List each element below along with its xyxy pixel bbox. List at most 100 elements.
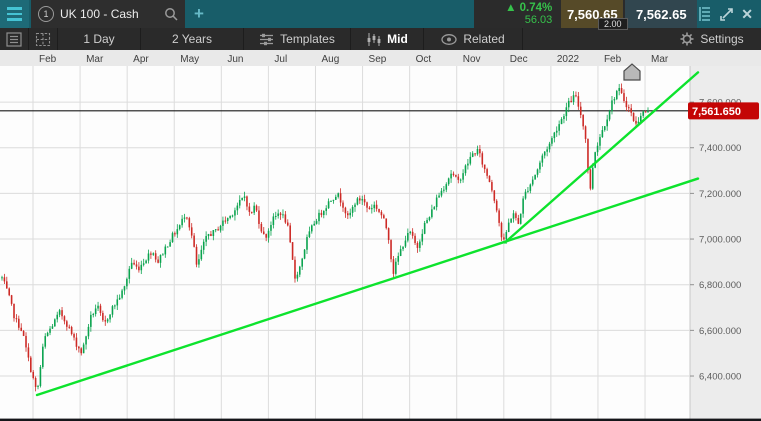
main-menu-button[interactable] bbox=[0, 0, 29, 28]
candle-body bbox=[87, 326, 90, 337]
candle-body bbox=[214, 229, 217, 231]
expand-window-icon[interactable] bbox=[719, 7, 734, 22]
sell-price-button[interactable]: 7,560.65 bbox=[561, 0, 624, 28]
candle-body bbox=[332, 199, 335, 201]
candle-body bbox=[515, 213, 517, 218]
candle-body bbox=[202, 241, 205, 250]
tab-number-badge: 1 bbox=[38, 6, 54, 22]
candle-body bbox=[44, 336, 47, 347]
candle-body bbox=[27, 347, 30, 358]
price-ladder-icon[interactable] bbox=[699, 6, 712, 22]
price-axis-gutter[interactable] bbox=[690, 66, 761, 421]
buy-price-button[interactable]: 7,562.65 bbox=[625, 0, 698, 28]
candle-body bbox=[335, 196, 337, 200]
settings-button[interactable]: Settings bbox=[663, 28, 761, 50]
candle-body bbox=[601, 130, 604, 138]
candle-body bbox=[409, 231, 412, 233]
candle-body bbox=[572, 95, 575, 102]
interval-dropdown[interactable]: 1 Day bbox=[58, 28, 141, 50]
price-tick-label: 6,600.000 bbox=[699, 326, 741, 337]
candle-body bbox=[111, 306, 114, 315]
candle-body bbox=[390, 240, 392, 260]
instrument-tab[interactable]: 1 UK 100 - Cash bbox=[31, 0, 185, 28]
candle-body bbox=[248, 206, 251, 212]
month-label: Aug bbox=[321, 54, 339, 65]
candle-body bbox=[10, 295, 13, 304]
candle-body bbox=[599, 137, 601, 146]
trendline[interactable] bbox=[35, 177, 700, 397]
candle-body bbox=[255, 205, 258, 211]
month-label: Mar bbox=[651, 54, 669, 65]
candle-body bbox=[507, 222, 510, 233]
templates-button[interactable]: Templates bbox=[244, 28, 351, 50]
candle-body bbox=[166, 246, 169, 248]
candle-body bbox=[195, 246, 198, 265]
month-label: 2022 bbox=[557, 54, 580, 65]
candle-body bbox=[121, 290, 123, 298]
candle-body bbox=[253, 205, 255, 213]
candle-body bbox=[531, 179, 534, 185]
candle-body bbox=[265, 234, 267, 238]
chart-list-button[interactable] bbox=[0, 28, 29, 50]
candle-body bbox=[18, 318, 20, 328]
candle-body bbox=[589, 169, 592, 189]
candle-body bbox=[80, 348, 83, 354]
chart-event-marker-icon[interactable] bbox=[623, 63, 641, 81]
close-window-icon[interactable]: ✕ bbox=[741, 5, 753, 22]
candle-body bbox=[39, 367, 42, 386]
candle-body bbox=[310, 225, 313, 232]
candle-body bbox=[157, 259, 159, 263]
month-label: May bbox=[180, 54, 199, 65]
candle-body bbox=[637, 121, 640, 124]
candle-body bbox=[611, 100, 613, 112]
candle-body bbox=[519, 213, 522, 224]
candle-body bbox=[250, 211, 253, 213]
candle-body bbox=[498, 210, 500, 223]
candle-body bbox=[594, 152, 596, 168]
price-chart[interactable]: Feb Mar Apr May Jun Jul Aug Sep Oct Nov Dec 2022 Feb… bbox=[0, 50, 761, 421]
candle-body bbox=[399, 249, 402, 256]
candle-body bbox=[488, 175, 491, 183]
candle-body bbox=[78, 346, 80, 349]
price-tick-label: 6,800.000 bbox=[699, 280, 741, 291]
candle-body bbox=[109, 314, 111, 320]
candle-body bbox=[440, 190, 443, 196]
candle-body bbox=[308, 231, 311, 238]
candle-body bbox=[558, 124, 560, 131]
candle-body bbox=[102, 312, 104, 321]
candle-body bbox=[164, 246, 167, 255]
price-tick-label: 6,400.000 bbox=[699, 372, 741, 383]
candle-body bbox=[647, 110, 649, 113]
period-dropdown[interactable]: 2 Years bbox=[141, 28, 244, 50]
up-triangle-icon: ▲ bbox=[505, 2, 517, 14]
candle-body bbox=[483, 164, 486, 170]
chart-area: Feb Mar Apr May Jun Jul Aug Sep Oct Nov Dec 2022 Feb… bbox=[0, 50, 761, 421]
candle-body bbox=[476, 148, 479, 155]
related-button[interactable]: Related bbox=[424, 28, 523, 50]
price-source-dropdown[interactable]: Mid bbox=[351, 28, 424, 50]
candle-body bbox=[330, 200, 332, 202]
plot-background[interactable] bbox=[0, 66, 690, 421]
candle-body bbox=[63, 316, 66, 322]
candle-body bbox=[142, 263, 145, 265]
candle-body bbox=[642, 111, 644, 116]
candle-body bbox=[522, 198, 524, 214]
layout-grid-button[interactable] bbox=[29, 28, 58, 50]
candle-body bbox=[37, 385, 39, 387]
candle-body bbox=[298, 266, 301, 275]
search-icon[interactable] bbox=[164, 7, 178, 21]
candle-body bbox=[464, 165, 467, 174]
candle-body bbox=[291, 242, 294, 260]
candle-body bbox=[481, 153, 484, 165]
candle-body bbox=[450, 173, 452, 179]
candle-body bbox=[529, 184, 532, 191]
candle-body bbox=[315, 221, 318, 224]
candle-body bbox=[181, 218, 183, 226]
add-tab-button[interactable]: + bbox=[194, 4, 204, 23]
candle-body bbox=[188, 218, 191, 228]
trendline[interactable] bbox=[503, 71, 700, 244]
month-label: Dec bbox=[510, 54, 528, 65]
candle-body bbox=[294, 259, 296, 279]
candle-body bbox=[46, 332, 49, 337]
candle-body bbox=[92, 314, 95, 316]
